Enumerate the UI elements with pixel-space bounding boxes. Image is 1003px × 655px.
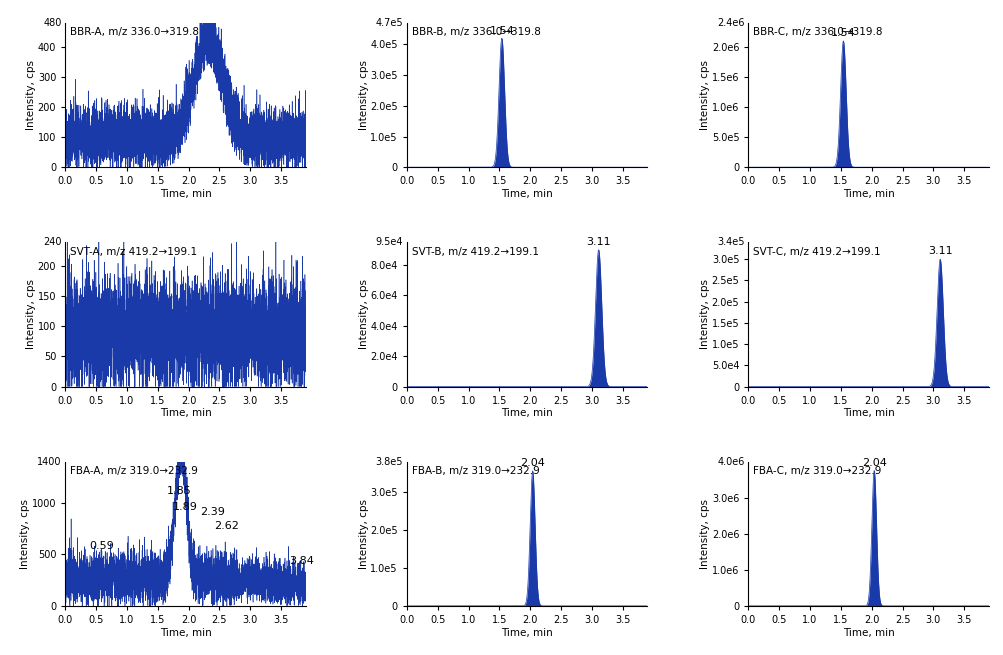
Text: FBA-A, m/z 319.0→232.9: FBA-A, m/z 319.0→232.9 <box>70 466 198 476</box>
Y-axis label: Intensity, cps: Intensity, cps <box>26 280 36 349</box>
Text: 4.7e5: 4.7e5 <box>375 18 403 28</box>
Text: 1.85: 1.85 <box>166 485 192 496</box>
Text: SVT-C, m/z 419.2→199.1: SVT-C, m/z 419.2→199.1 <box>752 246 880 257</box>
Text: 240: 240 <box>43 237 61 247</box>
X-axis label: Time, min: Time, min <box>500 189 553 199</box>
Text: 2.04: 2.04 <box>861 458 886 468</box>
X-axis label: Time, min: Time, min <box>842 408 894 419</box>
X-axis label: Time, min: Time, min <box>500 408 553 419</box>
Text: FBA-C, m/z 319.0→232.9: FBA-C, m/z 319.0→232.9 <box>752 466 881 476</box>
X-axis label: Time, min: Time, min <box>159 408 212 419</box>
Text: 3.11: 3.11 <box>586 237 611 247</box>
Text: 1.89: 1.89 <box>173 502 198 512</box>
Text: 0.59: 0.59 <box>89 541 114 552</box>
Text: FBA-B, m/z 319.0→232.9: FBA-B, m/z 319.0→232.9 <box>411 466 539 476</box>
X-axis label: Time, min: Time, min <box>159 627 212 638</box>
Text: 2.04: 2.04 <box>520 458 545 468</box>
X-axis label: Time, min: Time, min <box>842 627 894 638</box>
Text: BBR-C, m/z 336.0→319.8: BBR-C, m/z 336.0→319.8 <box>752 28 882 37</box>
Y-axis label: Intensity, cps: Intensity, cps <box>26 60 36 130</box>
Y-axis label: Intensity, cps: Intensity, cps <box>358 280 368 349</box>
Text: 2.62: 2.62 <box>215 521 239 531</box>
X-axis label: Time, min: Time, min <box>159 189 212 199</box>
Text: 2.4e6: 2.4e6 <box>716 18 744 28</box>
Text: SVT-B, m/z 419.2→199.1: SVT-B, m/z 419.2→199.1 <box>411 246 538 257</box>
Text: BBR-B, m/z 336.0→319.8: BBR-B, m/z 336.0→319.8 <box>411 28 540 37</box>
Text: SVT-A, m/z 419.2→199.1: SVT-A, m/z 419.2→199.1 <box>70 246 197 257</box>
Text: 480: 480 <box>43 18 61 28</box>
Text: 2.39: 2.39 <box>200 507 225 517</box>
Y-axis label: Intensity, cps: Intensity, cps <box>358 498 368 569</box>
Text: BBR-A, m/z 336.0→319.8: BBR-A, m/z 336.0→319.8 <box>70 28 199 37</box>
Text: 4.0e6: 4.0e6 <box>717 457 744 466</box>
Text: 9.5e4: 9.5e4 <box>375 237 403 247</box>
X-axis label: Time, min: Time, min <box>842 189 894 199</box>
Text: 1.54: 1.54 <box>830 28 855 38</box>
Text: 1.54: 1.54 <box>488 26 514 36</box>
Y-axis label: Intensity, cps: Intensity, cps <box>358 60 368 130</box>
Text: 3.4e5: 3.4e5 <box>716 237 744 247</box>
Text: 1400: 1400 <box>37 457 61 466</box>
Text: 3.11: 3.11 <box>927 246 952 256</box>
Y-axis label: Intensity, cps: Intensity, cps <box>699 280 709 349</box>
Y-axis label: Intensity, cps: Intensity, cps <box>700 498 710 569</box>
Y-axis label: Intensity, cps: Intensity, cps <box>700 60 710 130</box>
Y-axis label: Intensity, cps: Intensity, cps <box>20 498 30 569</box>
Text: 3.8e5: 3.8e5 <box>375 457 403 466</box>
Text: 3.84: 3.84 <box>290 555 314 566</box>
X-axis label: Time, min: Time, min <box>500 627 553 638</box>
